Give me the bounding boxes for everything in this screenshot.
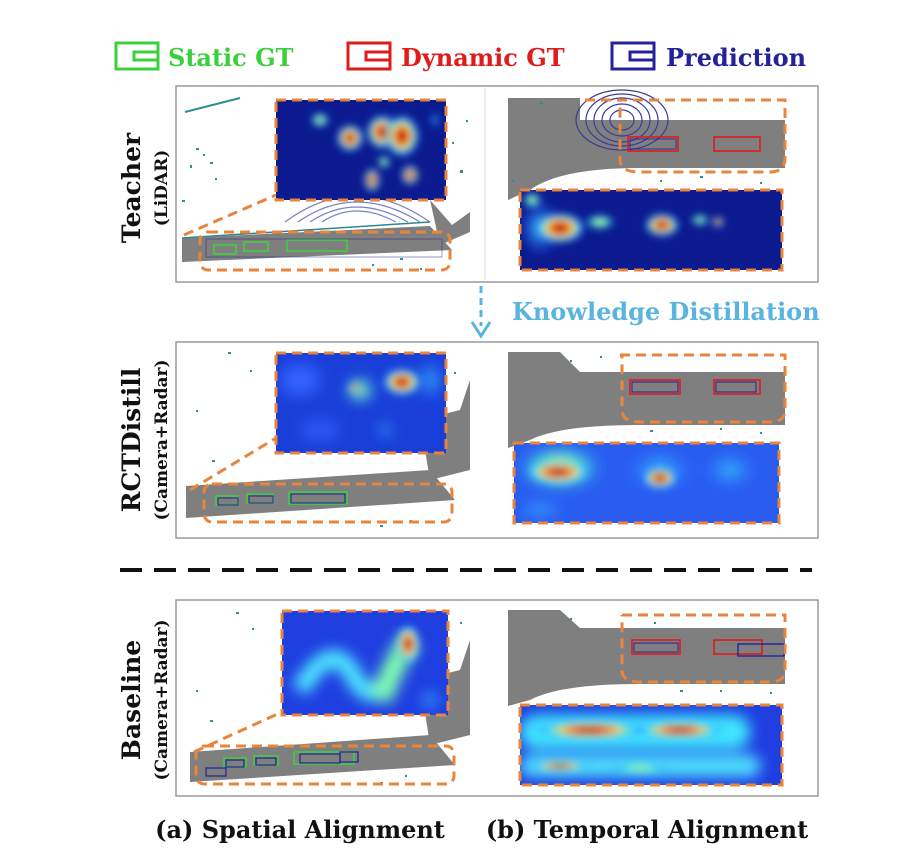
zoom-inset-frame — [518, 188, 784, 272]
baseline-temporal-heatmap — [520, 705, 782, 785]
prediction-box — [631, 381, 679, 393]
baseline-spatial-heatmap — [282, 611, 448, 715]
dynamic-gt-legend-icon — [346, 41, 392, 71]
caption-temporal-alignment: (b) Temporal Alignment — [486, 815, 808, 844]
dynamic-gt-box — [631, 639, 681, 655]
prediction-box — [629, 138, 677, 150]
dynamic-gt-box — [629, 379, 681, 395]
baseline-row-frame — [175, 599, 819, 797]
row-subtitle-baseline: (Camera+Radar) — [152, 619, 172, 780]
row-label-baseline: Baseline (Camera+Radar) — [117, 619, 172, 780]
knowledge-distillation-arrow — [470, 286, 492, 339]
zoom-inset-frame — [518, 703, 784, 787]
row-subtitle-rctdistill: (Camera+Radar) — [152, 359, 172, 520]
zoom-source-region — [198, 230, 452, 272]
prediction-boxes — [205, 238, 443, 258]
zoom-connector — [189, 436, 277, 492]
point-cloud-streak — [184, 97, 241, 113]
rctdistill-row-frame — [175, 341, 819, 539]
zoom-inset-frame — [280, 609, 450, 717]
static-gt-legend-icon — [114, 41, 160, 71]
teacher-spatial-heatmap — [276, 100, 446, 200]
rctdistill-spatial-panel — [186, 351, 470, 527]
rctdistill-temporal-heatmap — [514, 443, 779, 523]
row-subtitle-teacher: (LiDAR) — [152, 150, 172, 227]
point-cloud-scatter — [570, 356, 762, 434]
row-title-teacher: Teacher — [117, 132, 146, 243]
static-gt-box — [293, 751, 355, 765]
zoom-inset-frame — [274, 98, 448, 202]
dynamic-gt-box — [713, 379, 761, 395]
zoom-source-region — [194, 744, 456, 786]
row-label-teacher: Teacher (LiDAR) — [117, 132, 172, 243]
road-segment — [508, 352, 785, 448]
prediction-boxes — [217, 493, 346, 506]
baseline-spatial-panel — [190, 609, 470, 786]
road-edge — [181, 221, 431, 239]
caption-spatial-alignment: (a) Spatial Alignment — [155, 815, 445, 844]
road-segment — [508, 610, 785, 706]
dynamic-gt-label: Dynamic GT — [401, 43, 565, 72]
zoom-connector — [183, 193, 277, 237]
teacher-row-frame — [175, 85, 819, 283]
road-segment — [430, 200, 470, 245]
teacher-spatial-panel — [181, 97, 470, 272]
static-gt-box — [288, 491, 348, 505]
static-gt-box — [243, 241, 269, 252]
point-cloud-scatter — [182, 120, 468, 270]
lidar-rings — [575, 89, 669, 151]
zoom-inset-frame — [512, 441, 781, 525]
dynamic-gt-box — [627, 136, 679, 152]
static-gt-label: Static GT — [168, 43, 294, 72]
static-gt-box — [286, 239, 348, 252]
zoom-source-region — [202, 482, 454, 524]
baseline-temporal-panel — [508, 610, 787, 787]
point-cloud-scatter — [570, 618, 772, 694]
static-gt-boxes — [213, 239, 348, 255]
prediction-box — [715, 381, 757, 393]
teacher-temporal-panel — [508, 89, 787, 272]
knowledge-distillation-label: Knowledge Distillation — [512, 297, 820, 326]
rctdistill-temporal-panel — [508, 352, 787, 525]
teacher-temporal-heatmap — [520, 190, 782, 270]
rctdistill-spatial-heatmap — [276, 353, 446, 453]
zoom-source-region — [620, 353, 787, 424]
zoom-inset-frame — [274, 351, 448, 455]
dynamic-gt-box — [713, 136, 761, 152]
static-gt-box — [213, 244, 237, 255]
road-segment — [182, 226, 452, 262]
prediction-box — [633, 642, 679, 653]
prediction-legend-icon — [610, 41, 656, 71]
row-title-baseline: Baseline — [117, 640, 146, 760]
zoom-source-region — [620, 613, 787, 684]
prediction-boxes — [205, 751, 359, 777]
prediction-label: Prediction — [666, 43, 806, 72]
zoom-source-region — [585, 98, 787, 174]
row-title-rctdistill: RCTDistill — [117, 368, 146, 513]
row-label-rctdistill: RCTDistill (Camera+Radar) — [117, 359, 172, 520]
legend: Static GT Dynamic GT Prediction — [114, 41, 806, 72]
